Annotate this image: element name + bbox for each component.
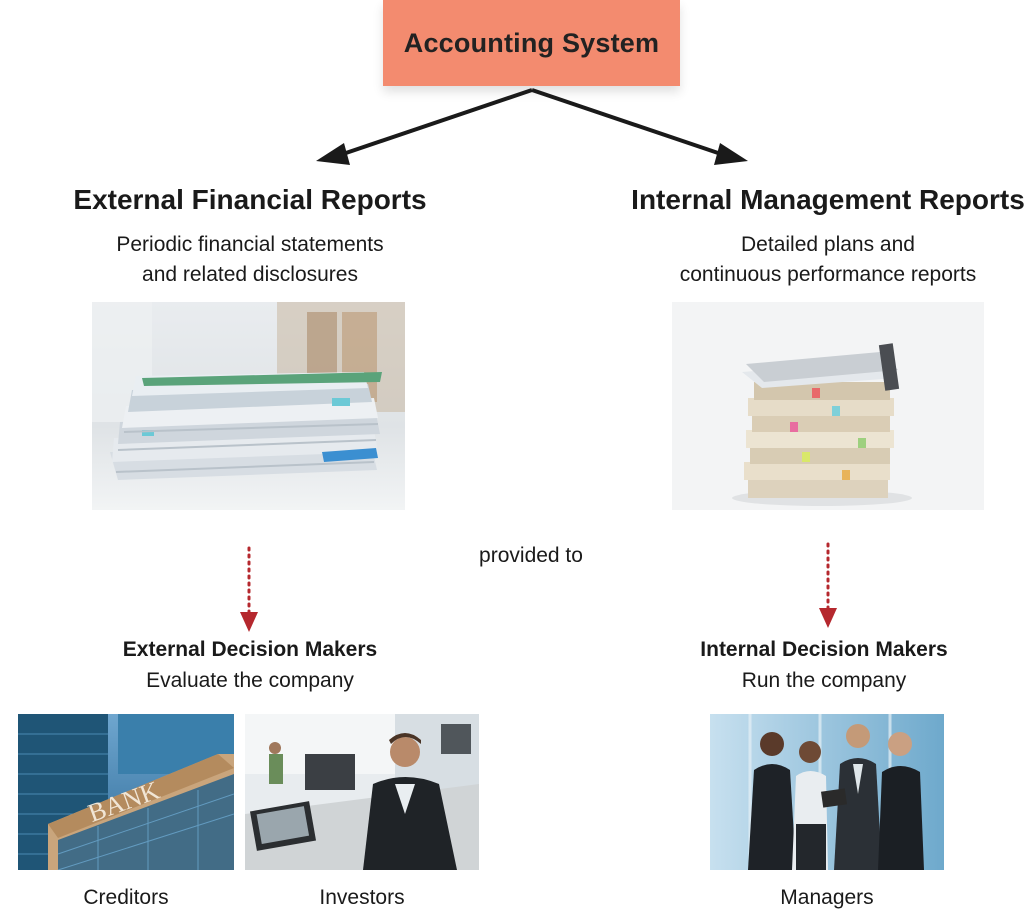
- split-arrows: [316, 88, 748, 165]
- caption-creditors: Creditors: [83, 886, 169, 909]
- caption-investors: Investors: [319, 886, 405, 909]
- management-reports-photo: [672, 302, 984, 510]
- arrow-to-external: [316, 88, 533, 165]
- creditors-bank-photo: BANK: [18, 714, 234, 870]
- internal-desc-line2: continuous performance reports: [679, 263, 977, 286]
- accounting-system-title: Accounting System: [403, 27, 660, 58]
- external-heading: External Financial Reports: [73, 184, 427, 215]
- external-desc-line1: Periodic financial statements: [116, 233, 384, 256]
- financial-statements-photo: [92, 302, 405, 510]
- caption-managers: Managers: [780, 886, 874, 909]
- internal-desc-line1: Detailed plans and: [741, 233, 915, 256]
- internal-heading: Internal Management Reports: [631, 184, 1025, 215]
- provided-to-label: provided to: [479, 544, 583, 567]
- accounting-system-box: Accounting System: [383, 0, 680, 86]
- dotted-arrow-internal: [819, 542, 837, 628]
- dotted-arrow-external: [240, 546, 258, 632]
- arrow-to-internal: [531, 88, 748, 165]
- external-decision-title: External Decision Makers: [122, 638, 378, 661]
- internal-decision-sub: Run the company: [741, 669, 907, 692]
- external-desc-line2: and related disclosures: [142, 263, 358, 286]
- internal-decision-title: Internal Decision Makers: [700, 638, 948, 661]
- external-decision-sub: Evaluate the company: [146, 669, 354, 692]
- managers-photo: [710, 714, 944, 870]
- investors-photo: [245, 714, 479, 870]
